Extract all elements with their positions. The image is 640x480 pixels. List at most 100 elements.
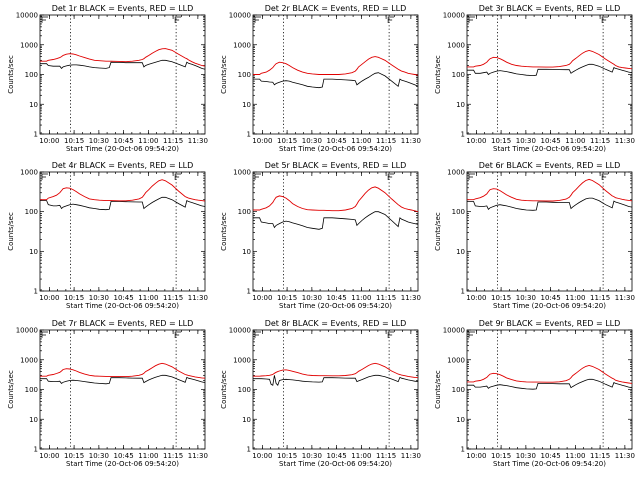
y-tick-label: 10 <box>242 248 251 256</box>
y-tick-label: 1000 <box>20 169 38 177</box>
y-tick-label: 100 <box>452 208 465 216</box>
y-tick-label: 1000 <box>20 41 38 49</box>
x-tick-label: 10:00 <box>466 294 486 302</box>
x-tick-label: 11:15 <box>590 294 610 302</box>
y-tick-label: 1 <box>34 288 38 296</box>
y-tick-label: 1000 <box>233 356 251 364</box>
x-tick-label: 10:15 <box>491 137 511 145</box>
chart-title: Det 2r BLACK = Events, RED = LLD <box>265 4 407 13</box>
x-tick-label: 10:00 <box>466 452 486 460</box>
interval-marker <box>174 173 182 180</box>
x-tick-label: 10:45 <box>114 452 134 460</box>
y-tick-label: 100 <box>238 208 251 216</box>
x-axis-label: Start Time (20-Oct-06 09:54:20) <box>493 302 606 310</box>
y-tick-label: 1 <box>247 446 251 454</box>
y-tick-label: 1 <box>461 446 465 454</box>
x-tick-label: 10:00 <box>466 137 486 145</box>
y-tick-label: 1000 <box>447 41 465 49</box>
x-tick-label: 10:30 <box>516 452 536 460</box>
x-tick-label: 11:15 <box>376 294 396 302</box>
x-tick-label: 11:30 <box>615 294 635 302</box>
x-tick-label: 10:30 <box>302 452 322 460</box>
chart-panel: Det 6r BLACK = Events, RED = LLD 1 10 100 10… <box>434 161 635 310</box>
y-tick-label: 1000 <box>447 356 465 364</box>
y-axis-label: Counts/sec <box>7 212 15 251</box>
y-tick-label: 10 <box>242 416 251 424</box>
y-tick-label: 10 <box>456 101 465 109</box>
chart-title: Det 7r BLACK = Events, RED = LLD <box>52 319 194 328</box>
x-tick-label: 11:15 <box>590 452 610 460</box>
x-axis-label: Start Time (20-Oct-06 09:54:20) <box>493 145 606 153</box>
series-events-line <box>40 374 206 385</box>
interval-marker <box>254 331 261 338</box>
plot-frame <box>252 329 419 450</box>
series-lld-line <box>467 365 633 384</box>
y-axis-label: Counts/sec <box>434 55 442 94</box>
x-tick-label: 11:30 <box>401 452 421 460</box>
y-tick-label: 1000 <box>447 169 465 177</box>
x-tick-label: 11:30 <box>401 137 421 145</box>
x-tick-label: 11:00 <box>565 452 585 460</box>
series-events-line <box>40 59 206 70</box>
series-events-line <box>253 211 419 230</box>
y-tick-label: 1 <box>461 131 465 139</box>
x-tick-label: 10:45 <box>327 294 347 302</box>
y-axis-label: Counts/sec <box>220 370 228 409</box>
series-events-line <box>253 72 419 89</box>
plot-frame <box>252 171 419 292</box>
x-tick-label: 10:15 <box>64 137 84 145</box>
x-tick-label: 10:15 <box>64 452 84 460</box>
x-tick-label: 11:15 <box>163 137 183 145</box>
chart-panel: Det 8r BLACK = Events, RED = LLD 1 10 100 10… <box>220 319 421 468</box>
x-tick-label: 10:00 <box>39 294 59 302</box>
x-tick-label: 11:00 <box>565 137 585 145</box>
series-events-line <box>467 63 633 77</box>
interval-marker <box>468 173 475 180</box>
x-tick-label: 10:00 <box>252 137 272 145</box>
x-tick-label: 10:45 <box>327 137 347 145</box>
x-tick-label: 10:30 <box>89 137 109 145</box>
y-axis-label: Counts/sec <box>7 370 15 409</box>
interval-marker <box>387 173 395 180</box>
series-events-line <box>40 196 206 211</box>
plot-frame <box>466 14 633 135</box>
interval-marker <box>601 331 609 338</box>
interval-marker <box>254 173 261 180</box>
x-axis-label: Start Time (20-Oct-06 09:54:20) <box>279 302 392 310</box>
y-tick-label: 10 <box>456 416 465 424</box>
x-tick-label: 10:15 <box>277 137 297 145</box>
y-axis-label: Counts/sec <box>7 55 15 94</box>
y-tick-label: 1 <box>247 131 251 139</box>
series-lld-line <box>253 186 419 213</box>
series-lld-line <box>40 362 206 379</box>
x-tick-label: 11:00 <box>565 294 585 302</box>
y-tick-label: 10 <box>29 416 38 424</box>
y-tick-label: 10 <box>29 101 38 109</box>
y-axis-label: Counts/sec <box>434 370 442 409</box>
y-tick-label: 1000 <box>233 41 251 49</box>
x-tick-label: 10:00 <box>39 452 59 460</box>
y-tick-label: 100 <box>238 71 251 79</box>
x-tick-label: 11:00 <box>138 452 158 460</box>
x-tick-label: 10:15 <box>491 294 511 302</box>
x-tick-label: 10:15 <box>277 294 297 302</box>
y-tick-label: 100 <box>25 386 38 394</box>
x-tick-label: 10:45 <box>541 137 561 145</box>
interval-marker <box>601 16 609 23</box>
chart-panel: Det 2r BLACK = Events, RED = LLD 1 10 100 10… <box>220 4 421 153</box>
y-tick-label: 10000 <box>443 327 465 335</box>
chart-title: Det 6r BLACK = Events, RED = LLD <box>479 161 621 170</box>
x-tick-label: 11:00 <box>351 452 371 460</box>
interval-marker <box>41 173 48 180</box>
y-tick-label: 10000 <box>229 327 251 335</box>
x-axis-label: Start Time (20-Oct-06 09:54:20) <box>279 145 392 153</box>
y-axis-label: Counts/sec <box>434 212 442 251</box>
x-tick-label: 10:15 <box>64 294 84 302</box>
y-tick-label: 10000 <box>443 12 465 20</box>
y-tick-label: 10 <box>242 101 251 109</box>
x-tick-label: 10:30 <box>302 294 322 302</box>
x-tick-label: 11:15 <box>376 137 396 145</box>
chart-title: Det 9r BLACK = Events, RED = LLD <box>479 319 621 328</box>
interval-marker <box>387 16 395 23</box>
x-axis-label: Start Time (20-Oct-06 09:54:20) <box>279 460 392 468</box>
